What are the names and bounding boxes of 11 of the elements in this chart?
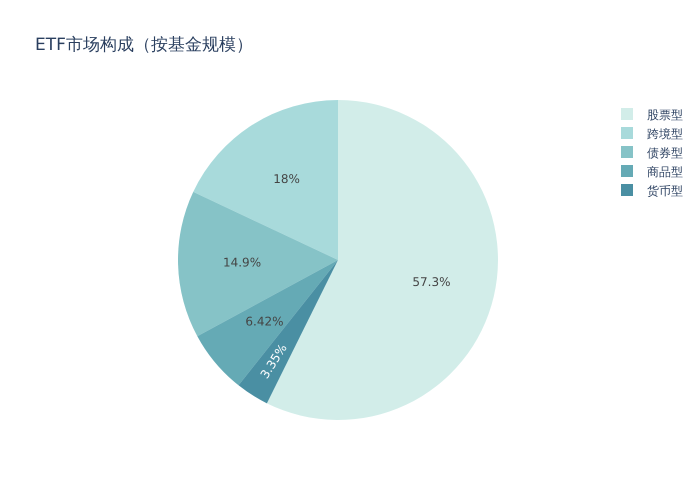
legend-label: 债券型 bbox=[647, 146, 683, 160]
data-label: 18% bbox=[273, 172, 300, 186]
data-label: 57.3% bbox=[412, 274, 451, 289]
chart-title: ETF市场构成（按基金规模） bbox=[35, 35, 253, 55]
data-label: 14.9% bbox=[222, 256, 262, 270]
data-label: 6.42% bbox=[245, 314, 284, 329]
legend-label: 商品型 bbox=[647, 165, 683, 179]
legend-label: 跨境型 bbox=[647, 127, 683, 141]
legend-label: 货币型 bbox=[647, 184, 683, 198]
legend-label: 股票型 bbox=[647, 108, 683, 122]
pie-slice bbox=[178, 192, 338, 336]
